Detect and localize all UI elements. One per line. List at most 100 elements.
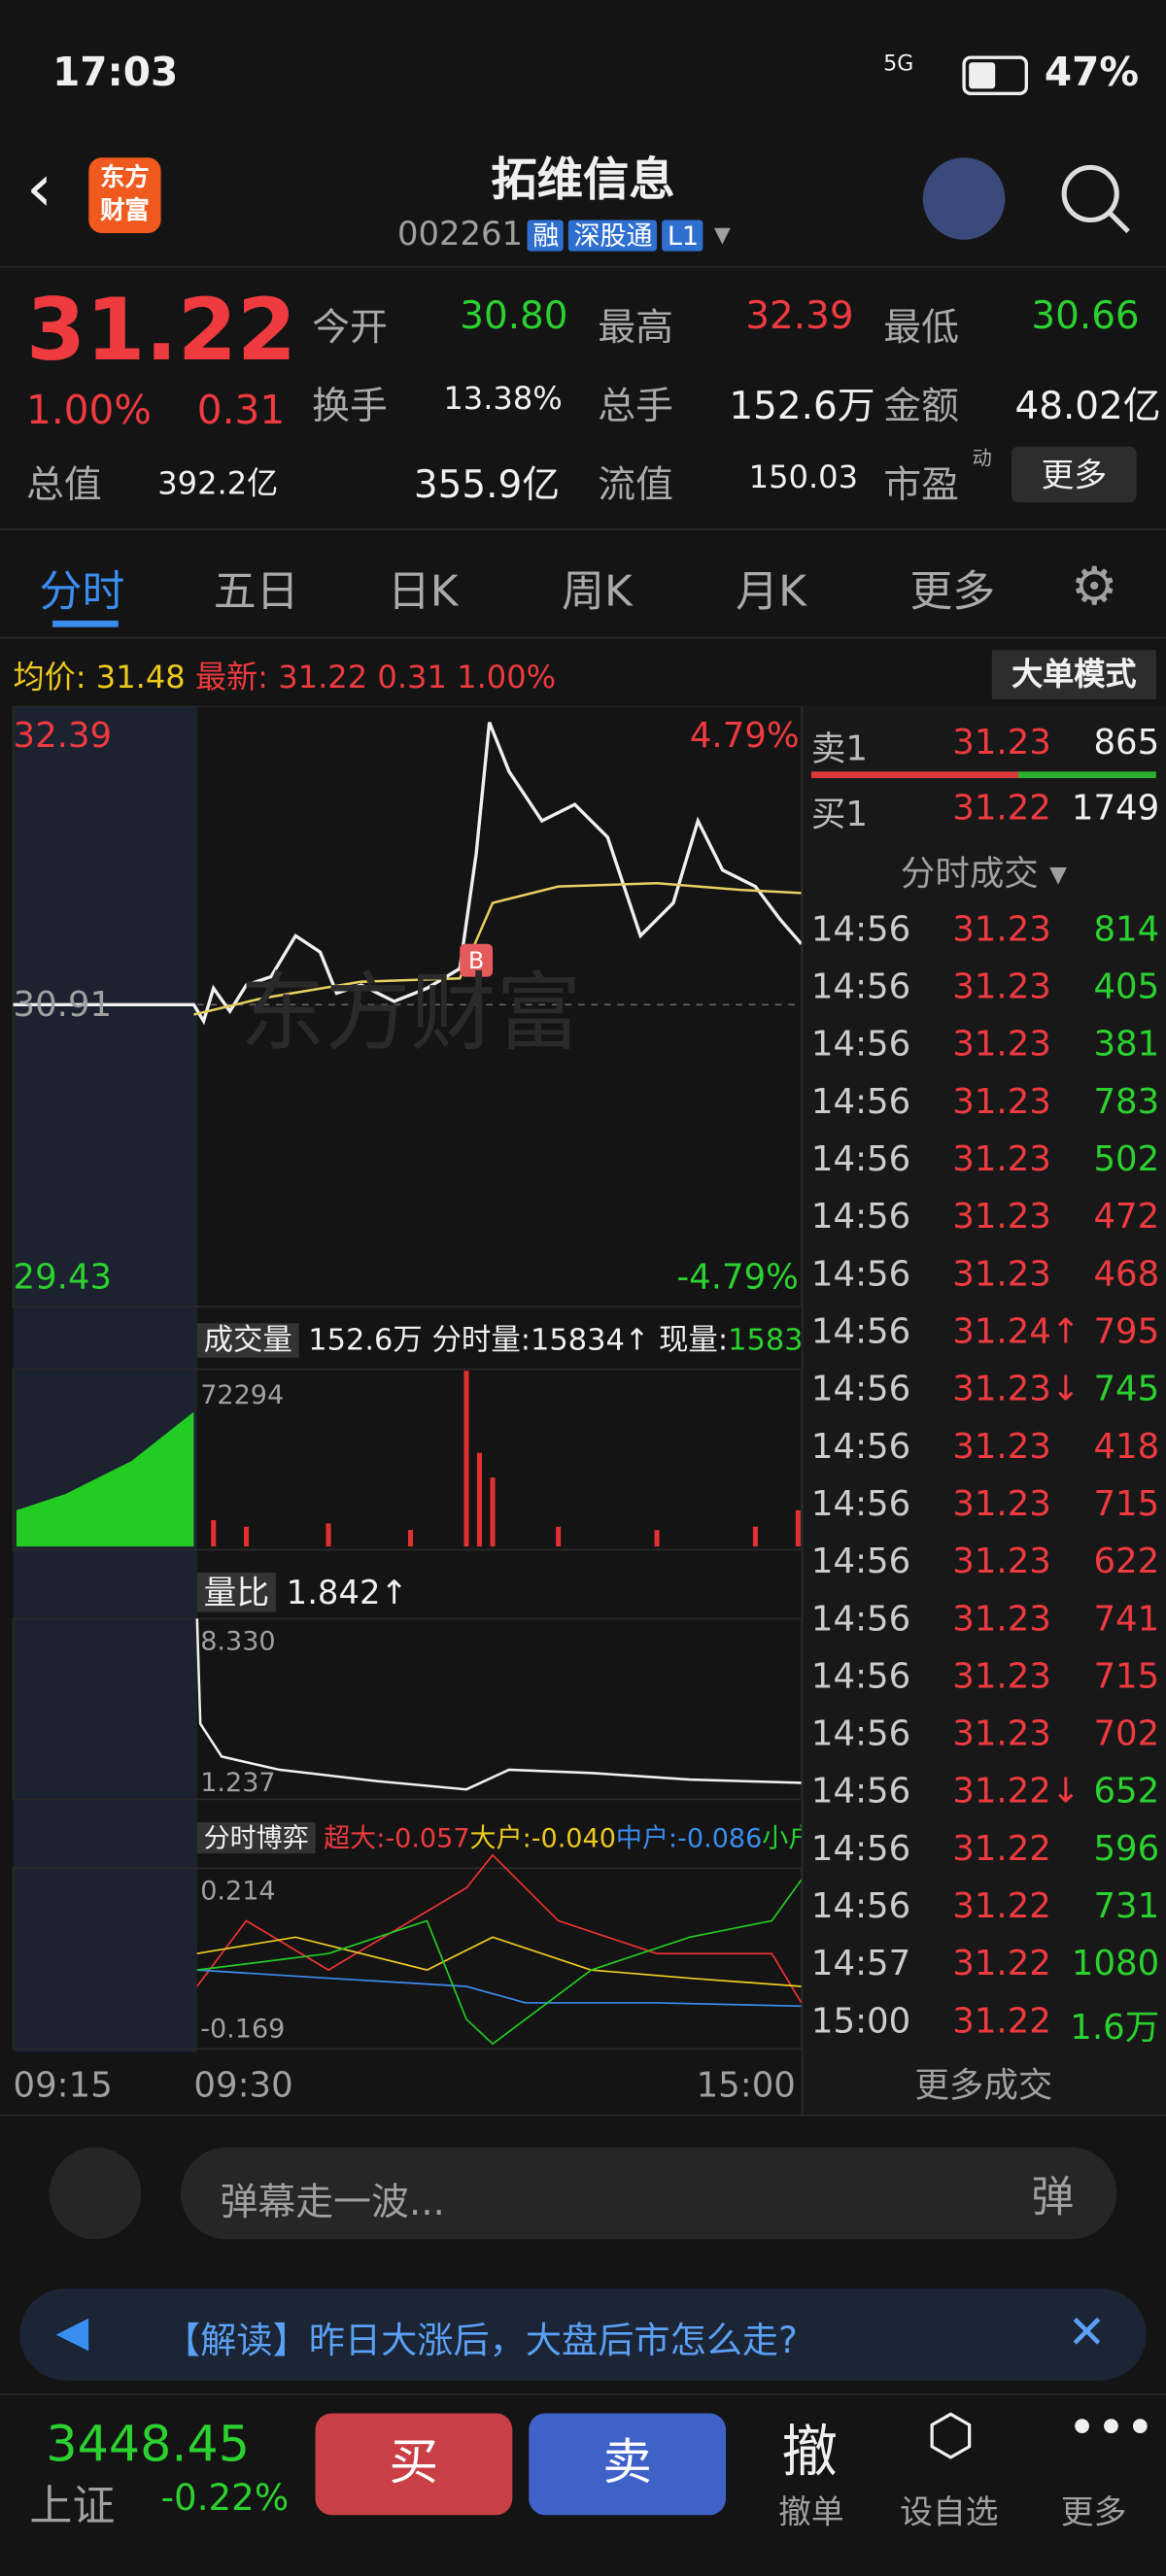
game-line-4 — [196, 1879, 803, 2046]
trade-time: 14:56 — [810, 1024, 911, 1065]
avg-label: 均价: — [13, 660, 86, 696]
back-button[interactable]: ‹ — [26, 151, 53, 227]
banner-text[interactable]: 【解读】昨日大涨后，大盘后市怎么走? — [164, 2321, 798, 2363]
index-pct: -0.22% — [160, 2479, 290, 2521]
trade-price: 31.22 — [952, 1885, 1051, 1926]
banner[interactable] — [19, 2288, 1147, 2381]
trade-time: 14:56 — [810, 1542, 911, 1581]
stock-code-row: 002261 融深股通 L1 ▾ — [397, 213, 731, 254]
trade-time: 14:56 — [810, 1369, 911, 1409]
comment-input[interactable] — [180, 2147, 1117, 2240]
avg-line — [193, 882, 802, 1016]
trade-price: 31.23↓ — [952, 1369, 1080, 1409]
ratio-label[interactable]: 量比 — [196, 1573, 276, 1612]
watch-icon[interactable]: ⬡ — [926, 2403, 976, 2469]
field-label: 总值 — [26, 464, 102, 508]
trade-qty: 381 — [1093, 1024, 1160, 1065]
sell-button[interactable]: 卖 — [529, 2413, 727, 2516]
trade-price: 31.23 — [952, 1483, 1051, 1524]
trades-title-text[interactable]: 分时成交 — [900, 853, 1039, 894]
banner-close[interactable]: ✕ — [1067, 2304, 1107, 2359]
trade-qty: 468 — [1093, 1254, 1160, 1294]
more-icon[interactable]: ••• — [1067, 2399, 1155, 2458]
up-pct: 4.79% — [689, 715, 800, 756]
game-label[interactable]: 分时博弈 — [196, 1822, 316, 1854]
time-open: 09:30 — [193, 2065, 293, 2105]
tag: L1 — [662, 220, 704, 252]
trade-time: 14:56 — [810, 1599, 911, 1639]
change: 0.31 — [196, 387, 286, 434]
book-price: 31.22 — [952, 788, 1051, 828]
tab[interactable]: 分时 — [39, 567, 125, 618]
more-label[interactable]: 更多 — [1060, 2491, 1127, 2532]
trade-qty: 795 — [1093, 1311, 1160, 1351]
trade-price: 31.22↓ — [952, 1771, 1080, 1812]
ratio-header: 量比 1.842↑ — [196, 1566, 408, 1613]
minute-volume: 15834↑ — [531, 1323, 650, 1358]
ratio-value: 1.842↑ — [286, 1573, 408, 1612]
latest: 31.22 — [278, 660, 368, 696]
trade-time: 14:56 — [810, 909, 911, 949]
base-price: 30.91 — [13, 985, 113, 1025]
volume-label[interactable]: 成交量 — [196, 1323, 299, 1358]
field-sup: 动 — [972, 446, 992, 470]
volume-total: 152.6万 — [308, 1323, 423, 1358]
field-label: 最高 — [598, 307, 673, 350]
buy-button[interactable]: 买 — [315, 2413, 513, 2516]
cancel-label[interactable]: 撤单 — [778, 2491, 844, 2532]
tab[interactable]: 五日 — [213, 567, 299, 618]
more-button[interactable]: 更多 — [1012, 446, 1137, 503]
trade-time: 14:56 — [810, 1483, 911, 1524]
trade-price: 31.23 — [952, 1542, 1051, 1581]
tab[interactable]: 更多 — [909, 567, 996, 618]
trade-price: 31.23 — [952, 1138, 1051, 1179]
trade-time: 14:56 — [810, 1138, 911, 1179]
index-value: 3448.45 — [46, 2416, 251, 2474]
tab[interactable]: 周K — [562, 567, 633, 618]
change-pct: 1.00% — [26, 387, 152, 434]
trade-time: 14:56 — [810, 1081, 911, 1122]
trade-price: 31.23 — [952, 1713, 1051, 1754]
book-side: 买1 — [810, 795, 869, 834]
trade-qty: 405 — [1093, 966, 1160, 1007]
trade-time: 14:57 — [810, 1944, 911, 1983]
tab[interactable]: 月K — [736, 567, 806, 618]
trade-time: 14:56 — [810, 1828, 911, 1869]
big-order-mode[interactable]: 大单模式 — [991, 650, 1156, 699]
network: 5G — [883, 52, 914, 78]
volume-bars — [211, 1371, 801, 1547]
field-value: 152.6万 — [729, 386, 875, 429]
trade-price: 31.23 — [952, 966, 1051, 1007]
trade-qty: 1.6万 — [1070, 2007, 1160, 2048]
trade-price: 31.23 — [952, 1024, 1051, 1065]
field-label: 今开 — [312, 307, 388, 350]
trade-qty: 715 — [1093, 1656, 1160, 1696]
trades-title[interactable]: 分时成交 ▾ — [900, 853, 1067, 894]
latest-label: 最新: — [194, 660, 269, 696]
trade-qty: 731 — [1093, 1885, 1160, 1926]
book-side: 卖1 — [810, 729, 869, 768]
tab[interactable]: 日K — [387, 567, 459, 618]
cancel-icon[interactable]: 撤 — [781, 2420, 838, 2486]
assistant-avatar[interactable] — [922, 157, 1006, 240]
book-qty: 865 — [1093, 722, 1160, 763]
more-trades[interactable]: 更多成交 — [914, 2065, 1053, 2105]
danmaku-button[interactable]: 弹 — [1031, 2173, 1075, 2223]
pre-market-area — [13, 705, 197, 2052]
watch-label[interactable]: 设自选 — [900, 2491, 999, 2532]
trade-time: 14:56 — [810, 1311, 911, 1351]
logo[interactable]: 东方财富 — [88, 157, 161, 233]
trade-price: 31.23 — [952, 1197, 1051, 1237]
volume-header: 成交量 152.6万 分时量:15834↑ 现量:15834 — [196, 1316, 822, 1359]
comment-icon[interactable] — [49, 2147, 142, 2240]
field-label: 总手 — [598, 386, 673, 429]
minute-label: 分时量: — [431, 1323, 532, 1358]
b-marker-box — [460, 943, 494, 977]
tag: 融 — [528, 220, 565, 252]
search-icon[interactable] — [1057, 161, 1133, 237]
clock: 17:03 — [52, 49, 179, 96]
time-start: 09:15 — [13, 2065, 113, 2105]
settings-icon[interactable]: ⚙ — [1070, 555, 1118, 618]
down-pct: -4.79% — [676, 1257, 799, 1298]
